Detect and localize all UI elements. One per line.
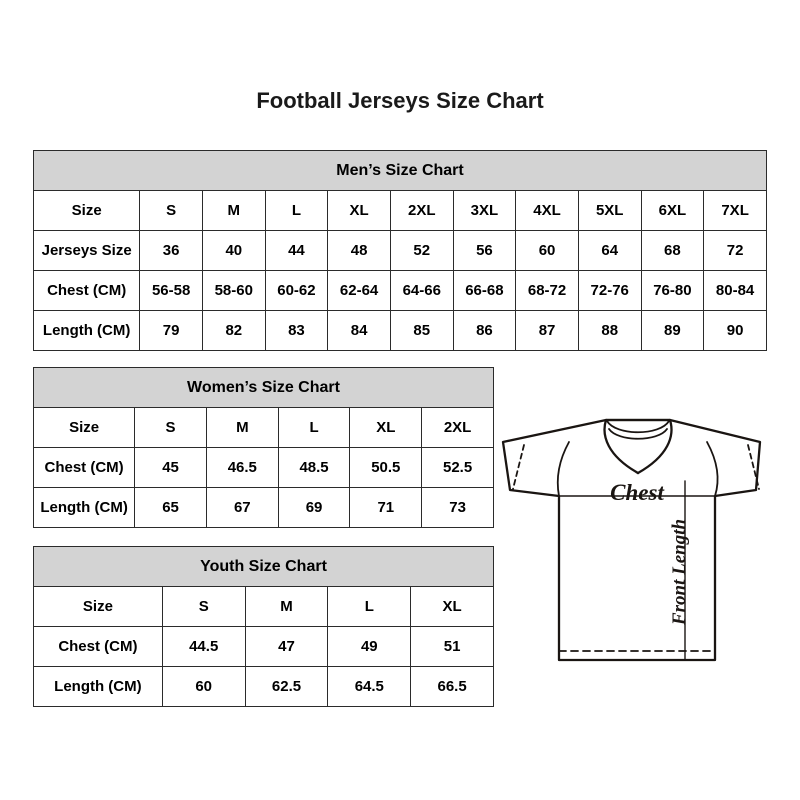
svg-text:Front Length: Front Length [669, 519, 690, 626]
svg-text:Chest: Chest [610, 480, 664, 505]
